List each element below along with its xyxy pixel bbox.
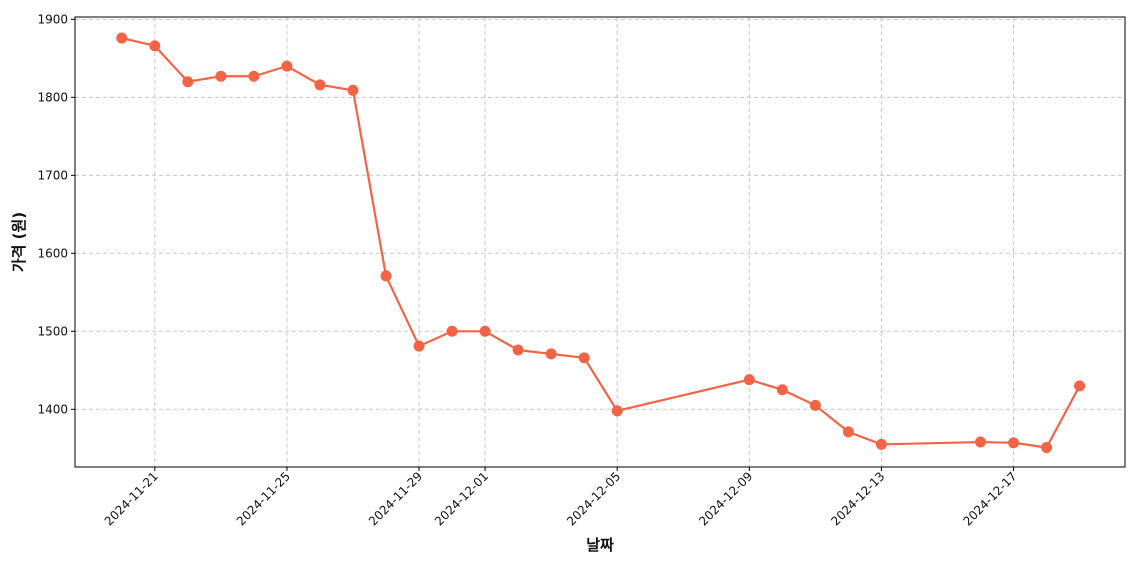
point <box>545 348 557 360</box>
point <box>975 436 987 448</box>
point <box>248 70 260 82</box>
x-tick-label: 2024-12-13 <box>828 469 887 528</box>
x-tick-label: 2024-12-05 <box>564 469 623 528</box>
x-tick-label: 2024-12-17 <box>960 469 1019 528</box>
point <box>215 70 227 82</box>
y-tick-label: 1700 <box>37 168 68 182</box>
point <box>743 374 755 386</box>
point <box>1008 437 1020 449</box>
point <box>116 32 128 44</box>
y-axis-label: 가격 (원) <box>10 212 28 272</box>
y-tick-label: 1500 <box>37 324 68 338</box>
point <box>182 76 194 88</box>
x-tick-label: 2024-11-21 <box>102 469 161 528</box>
point <box>314 79 326 91</box>
x-axis-label: 날짜 <box>586 536 614 554</box>
point <box>347 84 359 96</box>
point <box>512 344 524 356</box>
point <box>611 405 623 417</box>
x-tick-label: 2024-11-25 <box>234 469 293 528</box>
point <box>1041 442 1053 454</box>
point <box>281 60 293 72</box>
point <box>578 352 590 364</box>
point <box>1074 380 1086 392</box>
y-tick-label: 1400 <box>37 402 68 416</box>
point <box>809 399 821 411</box>
point <box>413 340 425 352</box>
plot-frame <box>74 16 1126 468</box>
x-tick-label: 2024-11-29 <box>366 469 425 528</box>
x-tick-label: 2024-12-01 <box>432 469 491 528</box>
point <box>842 426 854 438</box>
point <box>380 270 392 282</box>
line <box>121 36 1081 449</box>
point <box>776 384 788 396</box>
y-tick-label: 1600 <box>37 246 68 260</box>
point <box>875 438 887 450</box>
y-tick-label: 1900 <box>37 12 68 26</box>
point <box>479 325 491 337</box>
y-tick-label: 1800 <box>37 90 68 104</box>
point <box>149 40 161 52</box>
point <box>446 325 458 337</box>
x-tick-label: 2024-12-09 <box>696 469 755 528</box>
